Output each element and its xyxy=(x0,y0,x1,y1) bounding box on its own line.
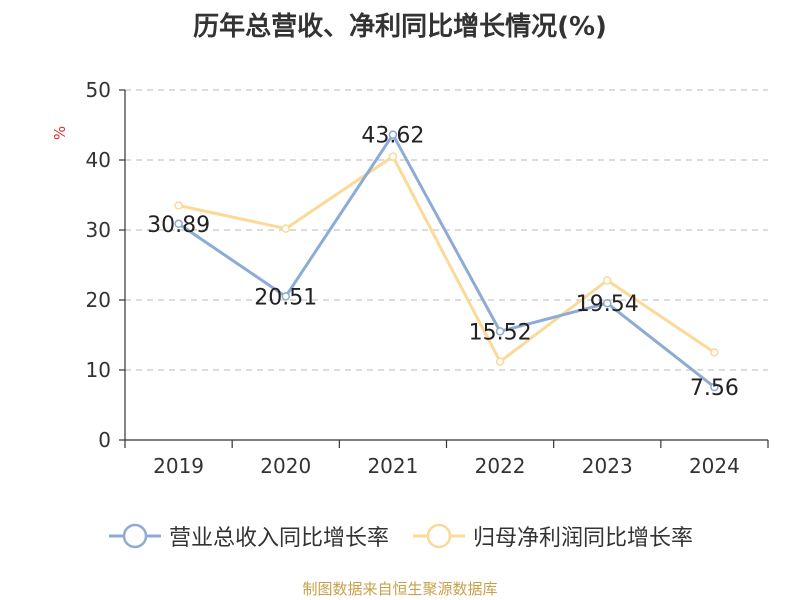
legend-label: 归母净利润同比增长率 xyxy=(473,526,694,551)
data-point xyxy=(388,130,398,139)
x-tick-label: 2022 xyxy=(475,454,526,478)
series-line xyxy=(177,133,716,389)
data-point xyxy=(710,382,719,392)
data-label: 15.52 xyxy=(469,320,532,345)
x-tick-label: 2024 xyxy=(689,454,740,478)
legend-swatch xyxy=(108,523,161,549)
y-tick-label: 40 xyxy=(86,148,111,172)
data-point xyxy=(281,292,290,301)
data-point xyxy=(174,219,183,229)
data-point xyxy=(603,298,612,308)
legend-item[interactable]: 营业总收入同比增长率 xyxy=(107,519,389,553)
x-tick-label: 2023 xyxy=(582,454,633,478)
y-tick-label: 10 xyxy=(86,358,111,382)
legend-swatch xyxy=(413,523,465,549)
x-tick-label: 2019 xyxy=(153,454,204,478)
data-point xyxy=(603,276,612,285)
legend-label: 营业总收入同比增长率 xyxy=(168,526,389,551)
data-point xyxy=(281,224,290,233)
legend-item[interactable]: 归母净利润同比增长率 xyxy=(411,519,693,553)
legend-marker xyxy=(122,523,148,549)
chart-legend: 营业总收入同比增长率 归母净利润同比增长率 xyxy=(0,519,800,553)
y-tick-label: 20 xyxy=(86,288,111,312)
x-tick-label: 2020 xyxy=(260,454,311,478)
data-label: 30.89 xyxy=(147,213,210,238)
data-point xyxy=(495,327,505,336)
series-line xyxy=(178,155,716,364)
y-tick-label: 50 xyxy=(86,78,111,102)
y-tick-label: 30 xyxy=(86,218,111,242)
data-source-note: 制图数据来自恒生聚源数据库 xyxy=(302,580,498,598)
x-tick-label: 2021 xyxy=(367,454,418,478)
data-point xyxy=(388,152,398,161)
y-tick-label: 0 xyxy=(98,428,111,452)
data-label: 19.54 xyxy=(576,292,639,317)
data-label: 43.62 xyxy=(361,124,424,149)
data-label: 7.56 xyxy=(690,376,739,401)
chart-title: 历年总营收、净利同比增长情况(%) xyxy=(193,12,607,42)
data-point xyxy=(174,201,183,210)
data-point xyxy=(495,357,505,366)
legend-marker xyxy=(426,523,452,549)
data-label: 20.51 xyxy=(254,285,317,310)
data-point xyxy=(710,348,719,357)
line-chart: 0 10 20 30 40 50 2019 2020 2021 2022 2023 2024 30.89… xyxy=(86,78,769,478)
